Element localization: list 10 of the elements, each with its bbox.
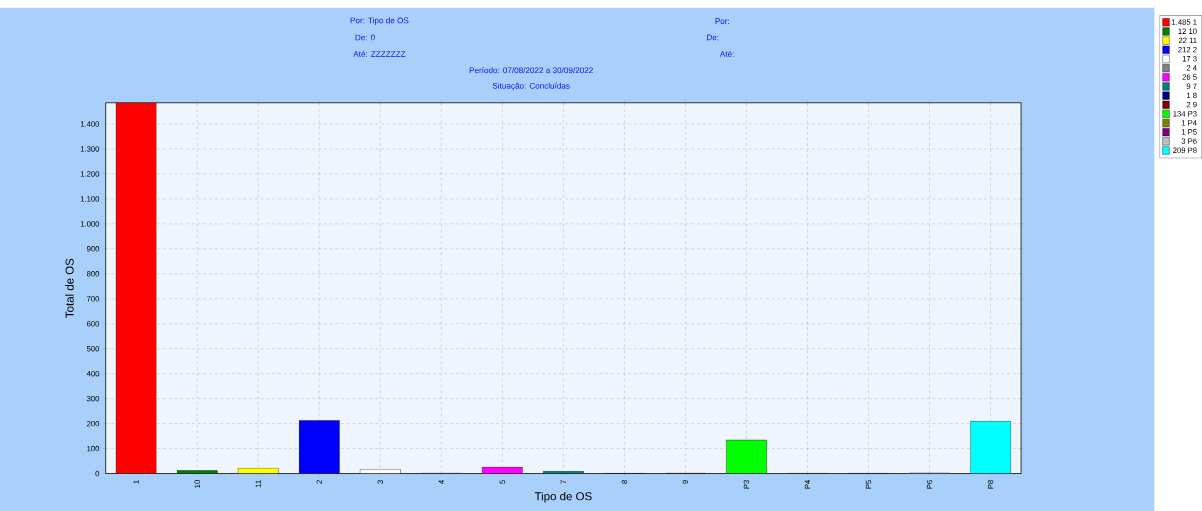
text: Período: 07/08/2022 a 30/09/2022 <box>469 67 593 74</box>
text: Situação: Concluídas <box>492 82 570 91</box>
text: Por: Tipo de OS <box>350 17 409 25</box>
text: Por: <box>715 18 730 24</box>
text: Até: ZZZZZZZ <box>353 50 406 57</box>
text: De: <box>707 34 719 41</box>
x-axis-title: Tipo de OS <box>534 491 592 503</box>
y-axis-title: Total de OS <box>65 258 74 318</box>
text: Até: <box>719 50 734 57</box>
text: De: 0 <box>355 34 375 41</box>
